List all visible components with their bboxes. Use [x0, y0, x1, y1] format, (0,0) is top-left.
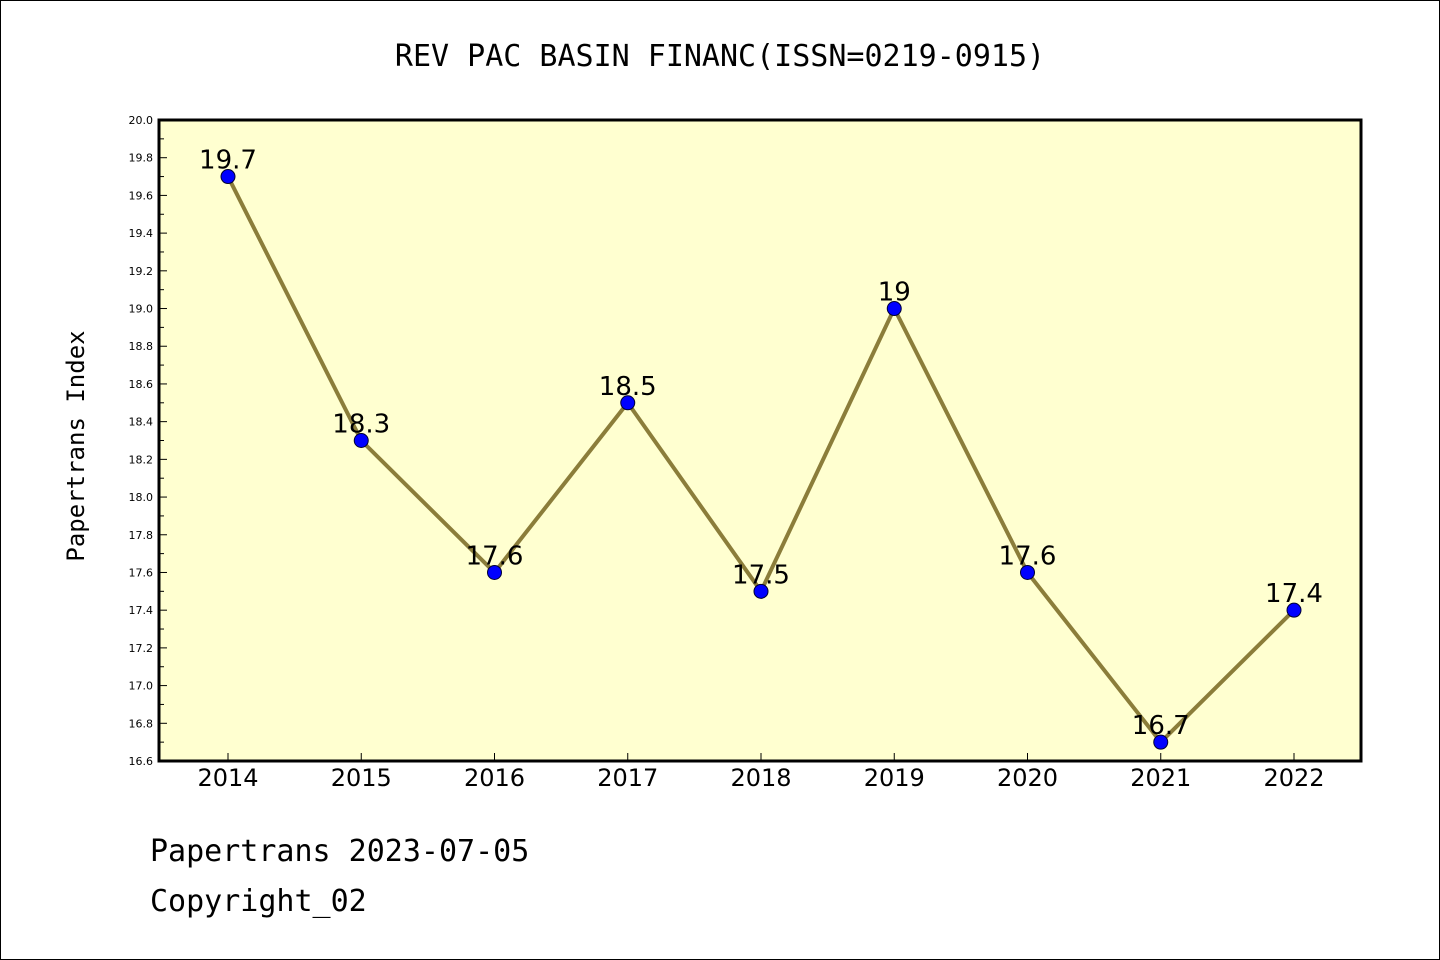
data-point [1286, 602, 1302, 618]
y-tick-label: 20.0 [129, 114, 154, 127]
y-tick-label: 19.4 [129, 227, 154, 240]
data-label: 18.3 [332, 410, 390, 440]
plot-area [157, 118, 1363, 763]
data-label: 17.5 [732, 560, 790, 590]
footer-copyright: Copyright_02 [150, 884, 367, 919]
y-tick-label: 17.2 [129, 642, 154, 655]
x-tick-label: 2014 [197, 764, 258, 792]
series-layer [220, 169, 1302, 750]
data-point [1020, 564, 1035, 580]
data-point [620, 395, 636, 411]
data-point [1153, 734, 1169, 750]
data-label: 18.5 [599, 372, 657, 402]
footer-date: Papertrans 2023-07-05 [150, 834, 530, 869]
y-axis: 16.6 16.8 17.0 17.2 17.4 17.6 17.8 18.0 18.2 18.4… [129, 114, 167, 768]
data-point [487, 564, 502, 580]
data-point [220, 169, 236, 185]
y-tick-label: 18.4 [129, 416, 154, 429]
y-tick-label: 18.0 [129, 491, 154, 504]
data-label: 17.4 [1265, 579, 1323, 609]
x-tick-label: 2019 [864, 764, 925, 792]
x-tick-label: 2021 [1130, 764, 1191, 792]
y-tick-label: 17.4 [129, 604, 154, 617]
y-tick-label: 19.8 [129, 152, 154, 165]
y-tick-label: 17.8 [129, 529, 154, 542]
y-tick-label: 19.2 [129, 265, 154, 278]
data-labels: 19.7 18.3 17.6 18.5 17.5 19 17.6 16.7 17.4 [199, 146, 1323, 742]
data-label: 16.7 [1132, 711, 1190, 741]
data-label: 19.7 [199, 146, 257, 176]
x-tick-label: 2022 [1263, 764, 1324, 792]
y-tick-label: 18.6 [129, 378, 154, 391]
y-tick-label: 18.2 [129, 453, 154, 466]
data-point [353, 433, 369, 448]
y-tick-label: 19.0 [129, 303, 154, 316]
x-tick-label: 2016 [464, 764, 525, 792]
y-tick-label: 17.6 [129, 566, 154, 579]
y-tick-label: 19.6 [129, 189, 154, 202]
data-label: 19 [878, 278, 911, 308]
x-tick-label: 2018 [730, 764, 791, 792]
data-label: 17.6 [999, 541, 1057, 571]
y-tick-label: 18.8 [129, 340, 154, 353]
y-tick-label: 17.0 [129, 680, 154, 693]
x-tick-label: 2015 [331, 764, 392, 792]
data-point [753, 583, 769, 599]
y-tick-label: 16.8 [129, 717, 154, 730]
data-point [886, 301, 902, 317]
x-tick-label: 2017 [597, 764, 658, 792]
y-tick-label: 16.6 [129, 755, 154, 768]
y-axis-label: Papertrans Index [62, 330, 90, 561]
x-axis: 2014 2015 2016 2017 2018 2019 2020 2021 2022 [197, 753, 1325, 792]
x-tick-label: 2020 [997, 764, 1058, 792]
chart-title: REV PAC BASIN FINANC(ISSN=0219-0915) [395, 39, 1045, 74]
data-label: 17.6 [466, 541, 524, 571]
